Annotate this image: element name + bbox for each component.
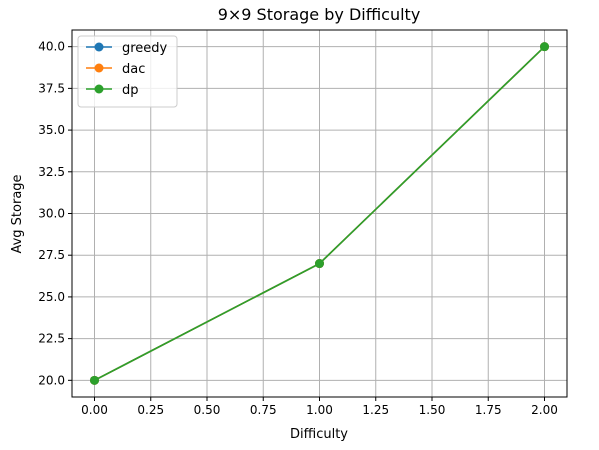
series-lines bbox=[90, 42, 549, 385]
y-tick-label: 30.0 bbox=[38, 207, 65, 221]
legend-item-greedy: greedy bbox=[86, 41, 168, 56]
legend-marker-greedy bbox=[94, 42, 104, 52]
y-tick-label: 20.0 bbox=[38, 373, 65, 387]
y-tick-label: 25.0 bbox=[38, 290, 65, 304]
legend-item-dp: dp bbox=[86, 83, 139, 98]
legend-label-greedy: greedy bbox=[122, 41, 168, 56]
x-tick-label: 0.25 bbox=[137, 403, 164, 417]
grid bbox=[72, 30, 567, 397]
y-tick-label: 32.5 bbox=[38, 165, 65, 179]
x-tick-label: 0.75 bbox=[250, 403, 277, 417]
y-tick-label: 37.5 bbox=[38, 81, 65, 95]
x-tick-label: 1.00 bbox=[306, 403, 333, 417]
y-tick-label: 27.5 bbox=[38, 248, 65, 262]
y-tick-label: 35.0 bbox=[38, 123, 65, 137]
legend-item-dac: dac bbox=[86, 62, 145, 77]
data-point-dp bbox=[90, 375, 99, 385]
data-point-dp bbox=[315, 259, 324, 269]
y-axis-label: Avg Storage bbox=[10, 174, 25, 253]
legend: greedy dac dp bbox=[77, 35, 178, 108]
legend-marker-dp bbox=[94, 84, 104, 94]
legend-label-dac: dac bbox=[122, 62, 145, 77]
axis-ticks: 0.00 0.25 0.50 0.75 1.00 1.25 1.50 1.75 2.00 20.0… bbox=[38, 40, 558, 417]
x-tick-label: 0.00 bbox=[81, 403, 108, 417]
x-tick-label: 0.50 bbox=[194, 403, 221, 417]
x-tick-label: 1.50 bbox=[419, 403, 446, 417]
series-dp bbox=[90, 42, 549, 385]
legend-label-dp: dp bbox=[122, 83, 139, 98]
x-tick-label: 2.00 bbox=[531, 403, 558, 417]
x-tick-label: 1.75 bbox=[475, 403, 502, 417]
y-tick-label: 40.0 bbox=[38, 40, 65, 54]
legend-marker-dac bbox=[94, 63, 104, 73]
chart-title: 9×9 Storage by Difficulty bbox=[218, 5, 421, 24]
data-point-dp bbox=[540, 42, 549, 52]
x-axis-label: Difficulty bbox=[290, 427, 348, 442]
y-tick-label: 22.5 bbox=[38, 332, 65, 346]
x-tick-label: 1.25 bbox=[362, 403, 389, 417]
